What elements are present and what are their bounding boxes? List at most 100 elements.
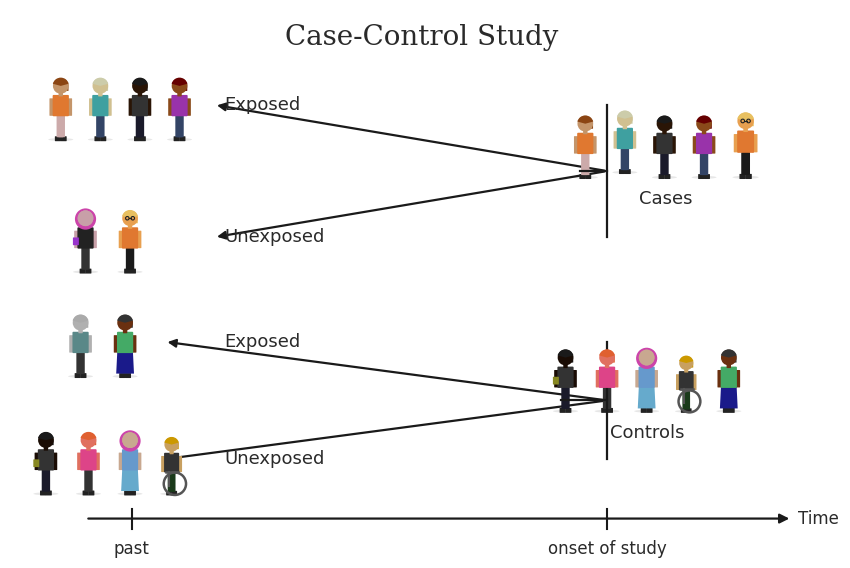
FancyBboxPatch shape — [574, 136, 580, 153]
Circle shape — [679, 356, 694, 370]
Circle shape — [577, 116, 593, 132]
Wedge shape — [117, 315, 133, 323]
Wedge shape — [599, 349, 615, 358]
Wedge shape — [172, 78, 188, 86]
FancyBboxPatch shape — [77, 453, 82, 470]
FancyBboxPatch shape — [125, 216, 128, 223]
FancyBboxPatch shape — [80, 269, 86, 274]
FancyBboxPatch shape — [751, 119, 754, 126]
FancyBboxPatch shape — [53, 95, 69, 116]
FancyBboxPatch shape — [717, 370, 723, 387]
FancyBboxPatch shape — [698, 174, 705, 179]
FancyBboxPatch shape — [134, 216, 138, 223]
FancyBboxPatch shape — [65, 84, 69, 91]
Wedge shape — [721, 349, 737, 358]
FancyBboxPatch shape — [100, 136, 106, 141]
FancyBboxPatch shape — [41, 438, 44, 445]
Circle shape — [172, 78, 187, 94]
FancyBboxPatch shape — [59, 115, 65, 137]
FancyBboxPatch shape — [81, 449, 97, 470]
Ellipse shape — [652, 176, 677, 179]
FancyBboxPatch shape — [76, 352, 83, 374]
FancyBboxPatch shape — [741, 152, 748, 175]
Circle shape — [657, 116, 672, 132]
FancyBboxPatch shape — [88, 491, 94, 495]
FancyBboxPatch shape — [580, 174, 586, 179]
Ellipse shape — [128, 138, 152, 141]
FancyBboxPatch shape — [87, 445, 91, 450]
FancyBboxPatch shape — [122, 227, 139, 249]
Ellipse shape — [595, 410, 620, 412]
Circle shape — [77, 210, 94, 226]
Text: Exposed: Exposed — [224, 333, 300, 350]
Circle shape — [122, 432, 138, 448]
FancyBboxPatch shape — [599, 366, 615, 388]
Circle shape — [639, 350, 655, 365]
FancyBboxPatch shape — [82, 248, 88, 270]
FancyBboxPatch shape — [607, 408, 613, 413]
FancyBboxPatch shape — [98, 91, 103, 97]
Text: Exposed: Exposed — [224, 96, 300, 114]
Text: Unexposed: Unexposed — [224, 450, 325, 468]
FancyBboxPatch shape — [696, 133, 712, 154]
FancyBboxPatch shape — [564, 362, 568, 368]
FancyBboxPatch shape — [83, 223, 88, 229]
FancyBboxPatch shape — [138, 91, 142, 97]
FancyBboxPatch shape — [169, 449, 173, 454]
FancyBboxPatch shape — [82, 491, 88, 495]
FancyBboxPatch shape — [114, 335, 119, 353]
FancyBboxPatch shape — [605, 362, 609, 368]
Circle shape — [77, 210, 94, 226]
FancyBboxPatch shape — [596, 370, 601, 387]
Circle shape — [120, 431, 140, 452]
FancyBboxPatch shape — [119, 453, 124, 470]
FancyBboxPatch shape — [604, 387, 611, 409]
FancyBboxPatch shape — [690, 361, 694, 367]
Circle shape — [53, 78, 69, 94]
FancyBboxPatch shape — [740, 119, 744, 126]
FancyBboxPatch shape — [86, 335, 92, 353]
FancyBboxPatch shape — [59, 91, 63, 97]
FancyBboxPatch shape — [178, 91, 182, 97]
FancyBboxPatch shape — [84, 470, 91, 491]
Ellipse shape — [692, 176, 717, 179]
FancyBboxPatch shape — [130, 269, 136, 274]
Circle shape — [721, 350, 737, 365]
Text: Time: Time — [798, 509, 839, 528]
FancyBboxPatch shape — [78, 328, 82, 333]
FancyBboxPatch shape — [734, 356, 737, 362]
FancyBboxPatch shape — [169, 472, 175, 492]
Text: Unexposed: Unexposed — [224, 228, 325, 247]
Ellipse shape — [88, 138, 113, 141]
FancyBboxPatch shape — [185, 98, 191, 116]
FancyBboxPatch shape — [91, 231, 97, 248]
FancyBboxPatch shape — [124, 269, 130, 274]
FancyBboxPatch shape — [177, 115, 184, 137]
FancyBboxPatch shape — [552, 377, 558, 385]
FancyBboxPatch shape — [55, 136, 61, 141]
Circle shape — [639, 350, 655, 365]
FancyBboxPatch shape — [625, 169, 631, 174]
FancyBboxPatch shape — [662, 153, 669, 175]
Wedge shape — [737, 112, 754, 121]
FancyBboxPatch shape — [139, 136, 146, 141]
FancyBboxPatch shape — [177, 456, 182, 472]
FancyBboxPatch shape — [571, 370, 577, 387]
FancyBboxPatch shape — [684, 367, 688, 373]
FancyBboxPatch shape — [641, 408, 647, 413]
FancyBboxPatch shape — [565, 408, 571, 413]
FancyBboxPatch shape — [167, 443, 170, 449]
FancyBboxPatch shape — [96, 115, 103, 137]
FancyBboxPatch shape — [184, 84, 187, 91]
FancyBboxPatch shape — [670, 136, 676, 153]
FancyBboxPatch shape — [94, 453, 99, 470]
FancyBboxPatch shape — [52, 453, 57, 470]
FancyBboxPatch shape — [554, 370, 560, 387]
FancyBboxPatch shape — [175, 115, 182, 137]
FancyBboxPatch shape — [728, 408, 734, 413]
FancyBboxPatch shape — [620, 148, 627, 170]
FancyBboxPatch shape — [60, 136, 66, 141]
Ellipse shape — [612, 171, 638, 174]
FancyBboxPatch shape — [126, 248, 133, 270]
FancyBboxPatch shape — [693, 136, 699, 153]
